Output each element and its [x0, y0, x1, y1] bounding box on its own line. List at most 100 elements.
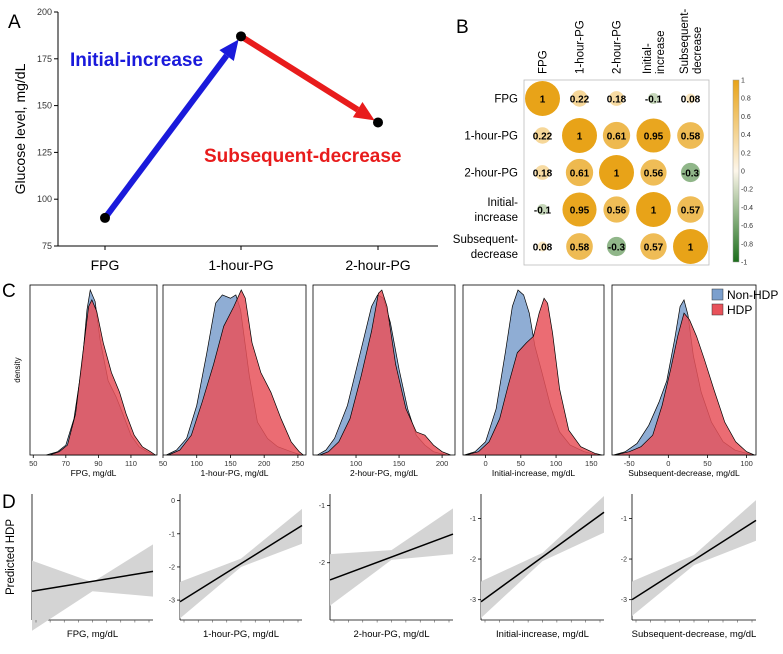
- y-axis-title: Predicted HDP: [5, 519, 17, 595]
- x-axis-title: 2-hour-PG, mg/dL: [350, 468, 418, 478]
- corr-circle: [602, 121, 631, 150]
- col-label: 1-hour-PG: [575, 20, 587, 74]
- corr-value: 0.08: [533, 243, 553, 254]
- y-tick-label: -1: [169, 531, 175, 538]
- colorbar: [732, 79, 740, 263]
- x-axis-title: Subsequent-decrease, mg/dL: [632, 629, 757, 640]
- x-axis-title: 1-hour-PG, mg/dL: [203, 629, 279, 640]
- prediction-subplot: -1 -2 -3 Initial-increase, mg/dL: [470, 494, 605, 640]
- x-tick-label: 100: [550, 459, 563, 468]
- corr-circle: [603, 196, 630, 223]
- x-tick-label: 50: [29, 459, 37, 468]
- x-axis-title: Initial-increase, mg/dL: [492, 468, 575, 478]
- row-label: Subsequent-: [453, 234, 518, 246]
- y-tick-label: -2: [470, 557, 476, 564]
- density-subplot: 100 150 200 2-hour-PG, mg/dL: [312, 284, 456, 478]
- x-tick-label: 1-hour-PG: [208, 257, 273, 273]
- hdp-density: [465, 297, 602, 456]
- panel-d-prediction-plots: Predicted HDP FPG, mg/dL 0 -1 -2 -3 1-hour-PG,…: [5, 494, 757, 640]
- subsequent-decrease-annotation: Subsequent-decrease: [204, 146, 401, 167]
- colorbar-tick-label: -0.4: [741, 205, 753, 212]
- hdp-density: [319, 289, 451, 456]
- x-axis-title: Initial-increase, mg/dL: [496, 629, 589, 640]
- corr-value: 0.18: [607, 95, 627, 106]
- corr-circle: [537, 241, 548, 252]
- data-point-1-hour-pg: [236, 31, 246, 42]
- corr-value: 0.58: [570, 243, 590, 254]
- corr-circle: [636, 192, 671, 227]
- corr-value: 0.95: [644, 132, 664, 143]
- y-tick-label: -3: [169, 598, 175, 605]
- y-tick-label: 100: [37, 194, 52, 204]
- corr-value: 0.58: [681, 132, 701, 143]
- hdp-density: [168, 289, 305, 456]
- corr-circle: [685, 93, 696, 104]
- corr-value: 1: [688, 243, 694, 254]
- initial-increase-annotation: Initial-increase: [70, 50, 203, 71]
- x-axis-title: 2-hour-PG, mg/dL: [353, 629, 429, 640]
- col-label: FPG: [538, 50, 550, 74]
- corr-circle: [640, 233, 667, 260]
- col-label: Subsequent-: [679, 9, 691, 74]
- corr-circle: [599, 155, 634, 190]
- y-tick-label: -1: [621, 516, 627, 523]
- colorbar-tick-label: -0.2: [741, 187, 753, 194]
- prediction-subplot: FPG, mg/dL: [31, 494, 154, 640]
- hdp-density: [615, 312, 755, 456]
- corr-value: 0.08: [681, 95, 701, 106]
- prediction-subplot: -1 -2 2-hour-PG, mg/dL: [319, 494, 454, 640]
- corr-circle: [677, 122, 704, 149]
- x-tick-label: 50: [517, 459, 525, 468]
- panel-label-c: C: [2, 281, 16, 302]
- corr-value: 1: [651, 206, 657, 217]
- corr-value: -0.1: [534, 206, 552, 217]
- corr-value: 0.56: [607, 206, 627, 217]
- x-tick-label: 50: [159, 459, 167, 468]
- x-tick-label: 70: [62, 459, 70, 468]
- corr-circle: [636, 118, 671, 153]
- corr-value: 0.18: [533, 169, 553, 180]
- regression-line: [179, 524, 303, 603]
- corr-circle: [673, 229, 708, 264]
- corr-circle: [562, 192, 597, 227]
- panel-b-correlation-matrix: 1 0.22 0.18 -0.1 0.080.22 1 0.61 0.95 0.580.18 0.…: [453, 9, 753, 267]
- y-tick-label: 125: [37, 147, 52, 157]
- legend-swatch-non-hdp: [711, 288, 724, 301]
- corr-value: 0.61: [570, 169, 590, 180]
- x-axis-title: Subsequent-decrease, mg/dL: [628, 468, 740, 478]
- x-tick-label: 100: [740, 459, 753, 468]
- corr-circle: [647, 92, 660, 105]
- x-tick-label: 50: [703, 459, 711, 468]
- regression-line: [631, 519, 757, 601]
- colorbar-tick-label: 0.2: [741, 150, 751, 157]
- legend-swatch-hdp: [711, 303, 724, 316]
- corr-value: 0.61: [607, 132, 627, 143]
- corr-value: -0.3: [682, 169, 700, 180]
- regression-line: [329, 533, 454, 581]
- col-label: Initial-: [642, 43, 654, 74]
- col-label: 2-hour-PG: [612, 20, 624, 74]
- corr-circle: [525, 81, 560, 116]
- corr-circle: [571, 90, 588, 107]
- regression-line: [31, 570, 154, 592]
- y-tick-label: 75: [42, 241, 52, 251]
- x-tick-label: 250: [292, 459, 305, 468]
- row-label: decrease: [471, 249, 518, 261]
- col-label: decrease: [692, 27, 704, 74]
- regression-line: [480, 511, 605, 603]
- x-axis-title: FPG, mg/dL: [71, 468, 117, 478]
- x-tick-label: 150: [585, 459, 598, 468]
- hdp-density: [49, 299, 157, 456]
- panel-a-line-chart: 75 100 125 150 175 200 FPG 1-hour-PG 2-hour-PG Gl…: [12, 7, 438, 273]
- y-tick-label: -2: [621, 557, 627, 564]
- prediction-subplot: -1 -2 -3 Subsequent-decrease, mg/dL: [621, 494, 757, 640]
- x-axis-title: 1-hour-PG, mg/dL: [200, 468, 268, 478]
- colorbar-tick-label: 0.6: [741, 114, 751, 121]
- confidence-band: [32, 544, 153, 631]
- panel-label-b: B: [456, 17, 469, 38]
- confidence-band: [632, 500, 756, 616]
- colorbar-tick-label: 0.4: [741, 132, 751, 139]
- x-axis-title: FPG, mg/dL: [67, 629, 118, 640]
